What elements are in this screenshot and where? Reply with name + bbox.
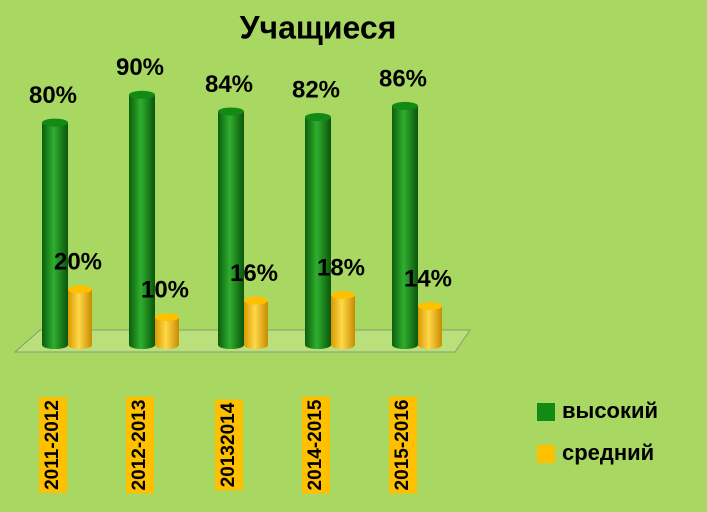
x-tick-label: 2014-2015 — [305, 399, 326, 490]
bar — [305, 113, 331, 349]
bar-body — [218, 111, 244, 345]
x-tick-label-bg — [389, 396, 417, 494]
value-label: 86% — [379, 65, 427, 92]
bar-body — [331, 294, 355, 345]
value-label: 16% — [230, 260, 278, 287]
bar — [218, 107, 244, 349]
legend-label: высокий — [562, 398, 658, 423]
bar — [42, 118, 68, 349]
bar-top — [331, 290, 355, 299]
x-tick-label-bg — [215, 399, 243, 491]
value-label: 10% — [141, 277, 189, 304]
x-tick-label-bg — [126, 396, 154, 494]
bar-body — [68, 289, 92, 345]
bar — [331, 290, 355, 349]
x-tick-label: 20132014 — [218, 402, 239, 487]
bar-body — [418, 306, 442, 345]
x-tick-label: 2011-2012 — [42, 400, 63, 490]
value-label: 20% — [54, 249, 102, 276]
legend-swatch — [537, 445, 555, 463]
bar-body — [42, 122, 68, 345]
value-label: 84% — [205, 71, 253, 98]
bar-body — [305, 117, 331, 345]
bar — [68, 285, 92, 349]
x-tick-label-bg — [39, 397, 67, 493]
bar-body — [392, 105, 418, 345]
bar — [244, 296, 268, 349]
bar-top — [155, 313, 179, 322]
value-label: 14% — [404, 265, 452, 292]
chart-title: Учащиеся — [240, 9, 397, 45]
bar — [129, 90, 155, 349]
bar-body — [244, 300, 268, 345]
bar-top — [418, 302, 442, 311]
x-tick-label-bg — [302, 396, 330, 494]
bar-top — [42, 118, 68, 127]
bar-top — [218, 107, 244, 116]
value-label: 80% — [29, 82, 77, 109]
bar — [155, 313, 179, 349]
bar — [418, 302, 442, 349]
bar — [392, 101, 418, 349]
legend-swatch — [537, 403, 555, 421]
value-label: 90% — [116, 54, 164, 81]
bar-top — [305, 113, 331, 122]
x-tick-label: 2015-2016 — [392, 400, 413, 491]
x-tick-label: 2012-2013 — [129, 400, 150, 491]
bar-top — [392, 101, 418, 110]
bar-top — [244, 296, 268, 305]
bar-top — [129, 90, 155, 99]
bar-body — [129, 94, 155, 345]
value-label: 18% — [317, 254, 365, 281]
legend-label: средний — [562, 440, 654, 465]
value-label: 82% — [292, 76, 340, 103]
bar-top — [68, 285, 92, 294]
bar-body — [155, 317, 179, 345]
